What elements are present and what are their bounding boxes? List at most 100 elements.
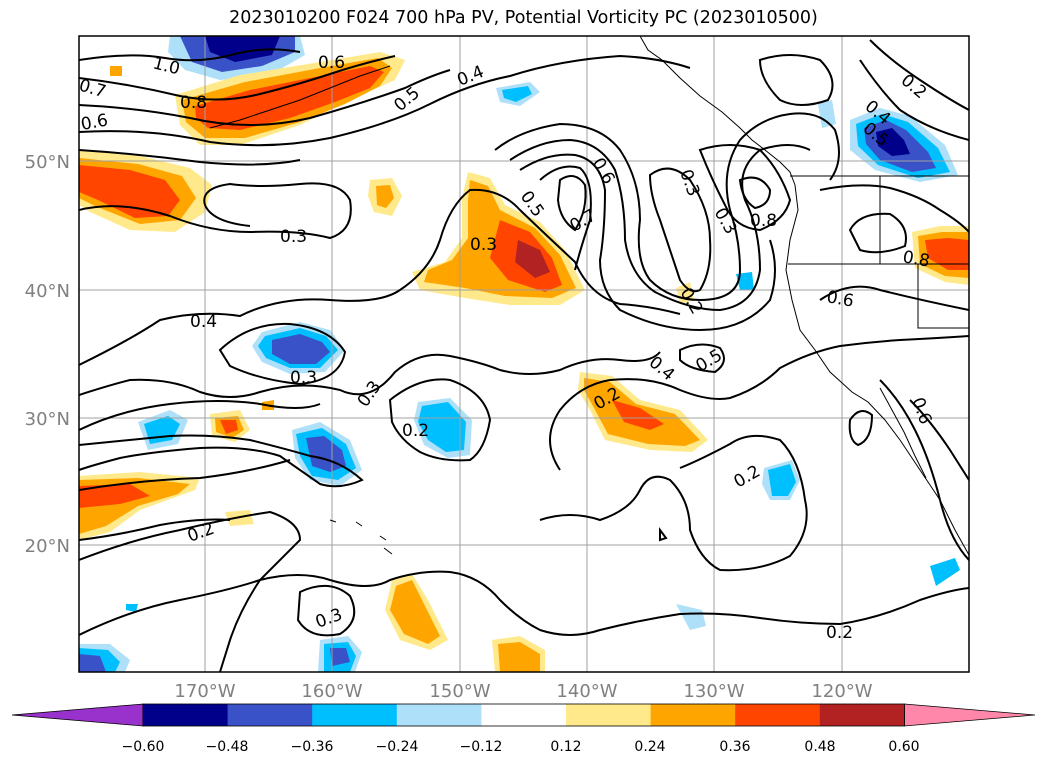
pv-contour-line	[648, 167, 712, 293]
colorbar-segment	[481, 704, 567, 726]
neg-anomaly-fill	[330, 648, 350, 666]
colorbar-extend-min	[11, 703, 144, 727]
colorbar-tick-label: 0.12	[550, 739, 581, 755]
neg-anomaly-fill	[876, 128, 910, 156]
graticule	[79, 36, 969, 672]
contour-label: 0.8	[750, 211, 777, 231]
colorbar-tick-label: −0.48	[206, 739, 249, 755]
pv-contour-line	[79, 55, 396, 101]
pv-contour-line	[79, 69, 451, 126]
pv-contour-line	[819, 184, 969, 233]
coastline-aleutians	[209, 65, 391, 129]
hawaiian-islands	[329, 519, 393, 555]
state-boundary	[917, 264, 969, 329]
pv-contour-line	[296, 585, 356, 637]
pv-contour-line	[879, 379, 969, 561]
colorbar-segment	[650, 704, 736, 726]
neg-anomaly-fill	[272, 334, 330, 364]
pv-contour-line	[79, 188, 681, 366]
colorbar-tick-label: 0.60	[888, 739, 919, 755]
longitude-labels: 170°W 160°W 150°W 140°W 130°W 120°W	[174, 681, 872, 702]
colorbar-tick-labels: −0.60 −0.48 −0.36 −0.24 −0.12 0.12 0.24 …	[122, 739, 920, 755]
pv-contour-line	[79, 48, 301, 62]
colorbar-extend-max	[904, 703, 1036, 727]
pv-contour-line	[539, 165, 592, 271]
pos-anomaly-fill	[79, 165, 180, 218]
lat-label: 40°N	[25, 281, 70, 302]
lon-label: 120°W	[811, 681, 872, 702]
pos-anomaly-fill	[390, 580, 440, 644]
pv-contour-line	[869, 39, 969, 111]
pv-contour-line	[679, 343, 725, 374]
contour-label: 0.2	[402, 421, 429, 441]
colorbar-tick-label: −0.24	[376, 739, 419, 755]
colorbar-segment	[819, 704, 905, 726]
neg-anomaly-fill	[205, 36, 280, 62]
lat-label: 30°N	[25, 409, 70, 430]
contour-label: 0.8	[180, 93, 207, 113]
colorbar-tick-label: 0.36	[719, 739, 750, 755]
pos-anomaly-fill	[79, 484, 150, 508]
colorbar-segment	[566, 704, 652, 726]
colorbar-tick-label: 0.24	[634, 739, 665, 755]
pv-contour-line	[79, 182, 352, 240]
contour-label: 0.3	[470, 235, 497, 255]
contour-label: 0.2	[826, 623, 853, 643]
pv-contour-line	[218, 322, 347, 386]
pos-anomaly-fill	[110, 66, 122, 76]
colorbar-segment	[735, 704, 821, 726]
lat-label: 50°N	[25, 152, 70, 173]
pv-contour-line	[698, 144, 792, 232]
pv-contour-line	[79, 400, 321, 431]
colorbar-segments	[11, 703, 1036, 727]
lat-label: 20°N	[25, 536, 70, 557]
neg-anomaly-fill	[502, 86, 532, 102]
neg-anomaly-fill	[418, 402, 466, 452]
neg-anomaly-fill	[126, 604, 138, 612]
contour-label: 0.6	[825, 287, 855, 311]
neg-anomaly-fill	[818, 100, 836, 128]
colorbar-tick-label: 0.48	[804, 739, 835, 755]
neg-anomaly-fill	[930, 558, 960, 586]
contour-label: 0.3	[280, 227, 307, 247]
colorbar-tick-label: −0.36	[291, 739, 334, 755]
pv-contour-line	[79, 149, 301, 166]
lon-label: 130°W	[683, 681, 744, 702]
pv-contour-line	[79, 54, 691, 147]
pos-anomaly-fill	[498, 642, 540, 672]
pv-contour-line	[909, 399, 969, 481]
map-panel: 1.0 0.6 0.7 0.8 0.6 0.4 0.5 0.6 0.5 0.7 …	[77, 35, 970, 673]
contour-label: 0.8	[901, 247, 931, 271]
pv-contour-line	[819, 285, 969, 311]
neg-anomaly-fill	[768, 464, 796, 496]
colorbar-tick-label: −0.60	[122, 739, 165, 755]
neg-anomaly-fill	[79, 654, 106, 672]
colorbar: −0.60 −0.48 −0.36 −0.24 −0.12 0.12 0.24 …	[11, 703, 1036, 755]
pv-contour-line	[848, 212, 907, 254]
colorbar-segment	[396, 704, 482, 726]
contour-label: 0.4	[190, 312, 217, 332]
pv-contour-line	[494, 112, 840, 302]
pv-contour-line	[79, 518, 231, 541]
pos-anomaly-fill	[515, 240, 550, 278]
contour-label: 0.6	[318, 53, 345, 73]
pv-contour-line	[79, 570, 969, 636]
pv-contour-line	[388, 378, 492, 462]
pos-anomaly-fill	[376, 185, 394, 208]
pv-contour-line	[519, 153, 776, 332]
colorbar-tick-label: −0.12	[460, 739, 503, 755]
colorbar-segment	[143, 704, 229, 726]
latitude-labels: 50°N 40°N 30°N 20°N	[25, 152, 70, 557]
pv-contour-line	[79, 459, 291, 491]
pv-contour-line	[556, 175, 587, 232]
pv-contour-line	[539, 434, 808, 572]
neg-anomaly-fill	[736, 272, 754, 290]
pv-contour-line	[79, 434, 364, 488]
pos-anomaly-fill	[220, 420, 238, 434]
pv-contour-line	[509, 138, 811, 312]
pv-contour-line	[738, 176, 772, 210]
baja-california	[879, 387, 927, 479]
pos-anomaly-fill	[925, 238, 969, 270]
lon-label: 170°W	[174, 681, 235, 702]
